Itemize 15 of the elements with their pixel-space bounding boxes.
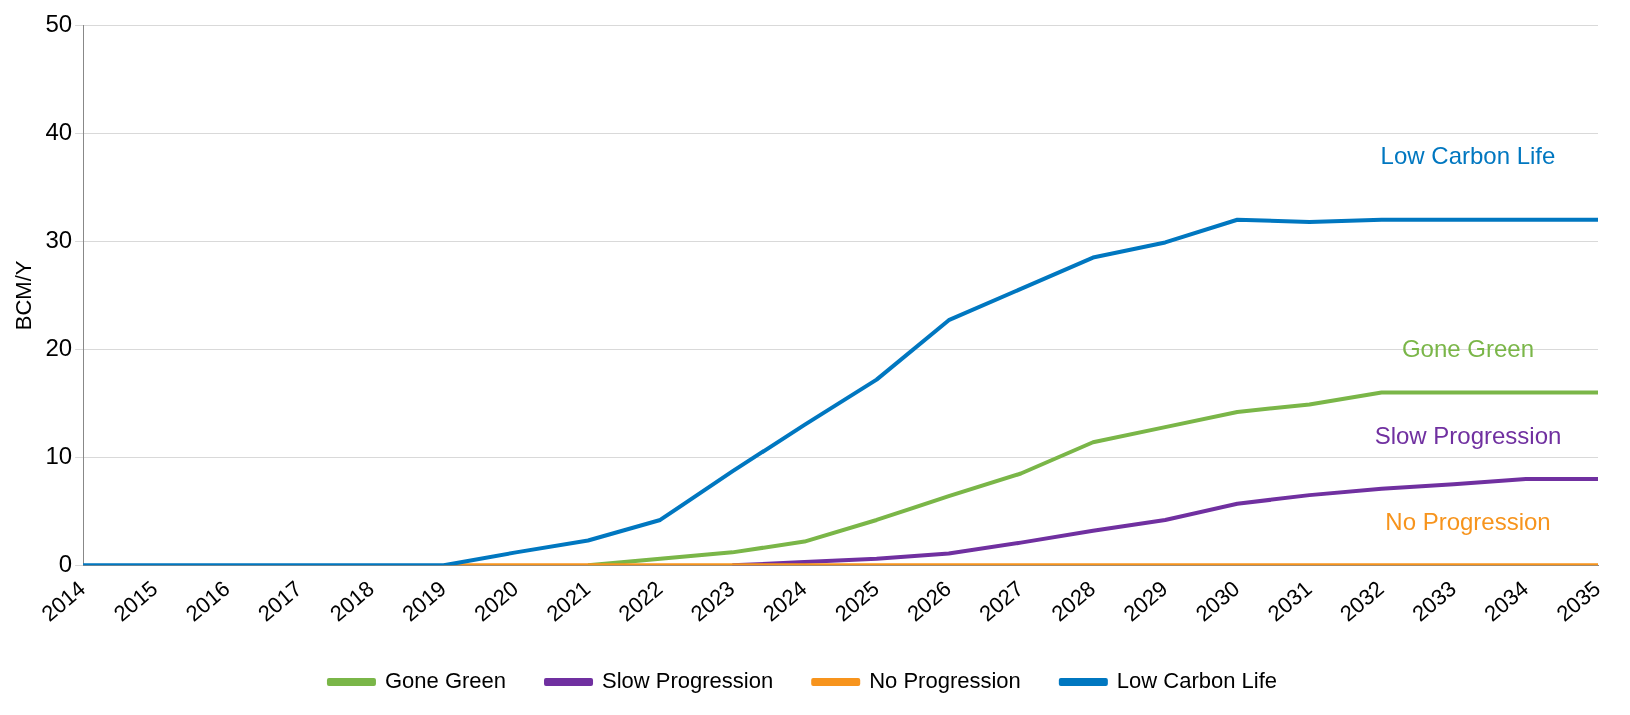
legend-label: No Progression [869,668,1021,694]
y-tick-label: 10 [45,441,73,469]
legend-label: Low Carbon Life [1116,668,1278,694]
y-tick-label: 0 [58,549,73,577]
text: Low Carbon Life [1380,142,1556,170]
legend-label: Gone Green [384,668,507,694]
y-tick-label: 50 [45,10,73,38]
y-tick-label: 30 [45,225,73,253]
text: Slow Progression [1374,421,1562,449]
y-tick-label: 40 [45,118,73,146]
y-axis-title: BCM/Y [11,260,37,331]
text: Gone Green [1401,335,1535,363]
text: No Progression [1385,507,1551,535]
legend-label: Slow Progression [602,668,774,694]
y-tick-label: 20 [45,333,73,361]
